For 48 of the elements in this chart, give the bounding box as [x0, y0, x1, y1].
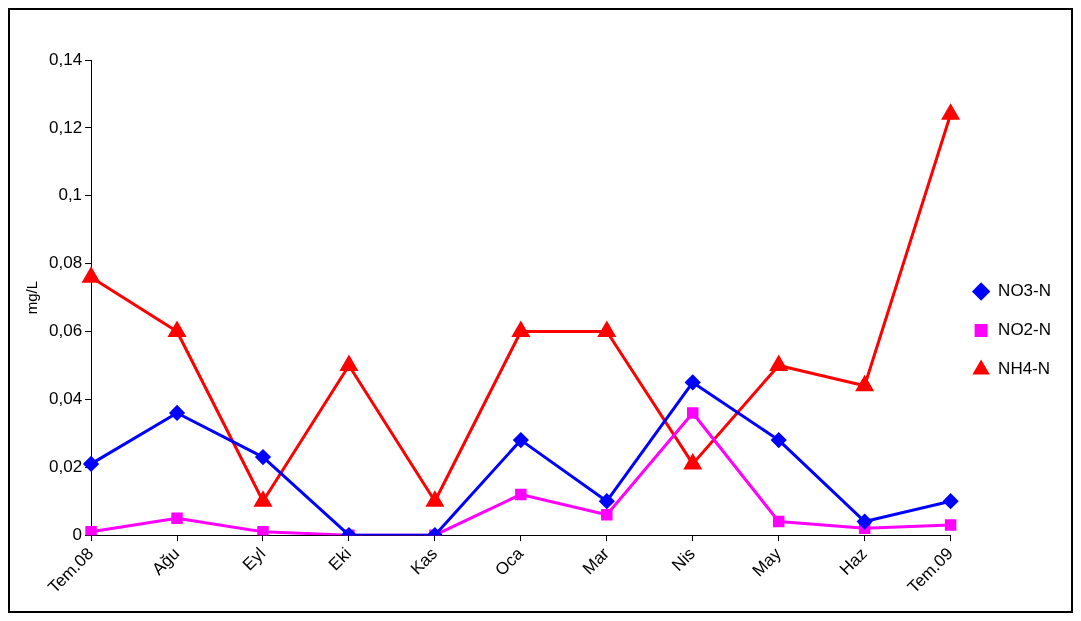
x-tick-label: Oca [491, 543, 528, 580]
point [772, 515, 785, 528]
point [169, 405, 185, 421]
y-axis-title: mg/L [23, 280, 41, 315]
x-tick-label: Kas [406, 544, 442, 579]
point [857, 514, 873, 530]
x-tick-label: Eki [324, 544, 356, 575]
legend-label: NH4-N [998, 359, 1051, 379]
point [257, 526, 269, 536]
point [685, 374, 701, 390]
point [82, 267, 100, 283]
point [340, 355, 358, 371]
point [856, 376, 874, 392]
point [770, 355, 788, 371]
point [599, 493, 615, 509]
point [426, 491, 444, 507]
y-tick-label: 0,04 [48, 389, 83, 409]
y-tick-label: 0,08 [48, 253, 83, 273]
legend-label: NO3-N [998, 281, 1052, 301]
point [85, 526, 97, 536]
y-tick-label: 0,1 [58, 185, 83, 205]
point [598, 322, 616, 338]
point [515, 488, 527, 501]
x-tick-label: Nis [668, 544, 699, 575]
y-tick-label: 0,02 [48, 456, 83, 476]
point [255, 449, 271, 465]
y-tick-label: 0,14 [48, 49, 83, 69]
point [83, 456, 99, 472]
y-tick-label: 0,06 [48, 321, 83, 341]
x-tick-label: Ağu [148, 544, 184, 579]
legend-label: NO2-N [998, 320, 1052, 340]
y-tick-label: 0 [72, 524, 83, 544]
x-tick-label: Mar [578, 543, 614, 579]
point [944, 519, 957, 531]
y-tick-label: 0,12 [48, 117, 83, 137]
point [171, 512, 183, 524]
x-tick-label: Haz [835, 544, 871, 579]
point [771, 432, 787, 448]
point [512, 322, 530, 338]
point [513, 432, 529, 448]
point [254, 491, 272, 507]
point [601, 509, 613, 521]
point [168, 322, 186, 338]
point [943, 493, 959, 509]
x-tick-label: Eyl [238, 544, 270, 575]
point [684, 454, 702, 470]
point [687, 407, 699, 419]
point [942, 104, 960, 120]
